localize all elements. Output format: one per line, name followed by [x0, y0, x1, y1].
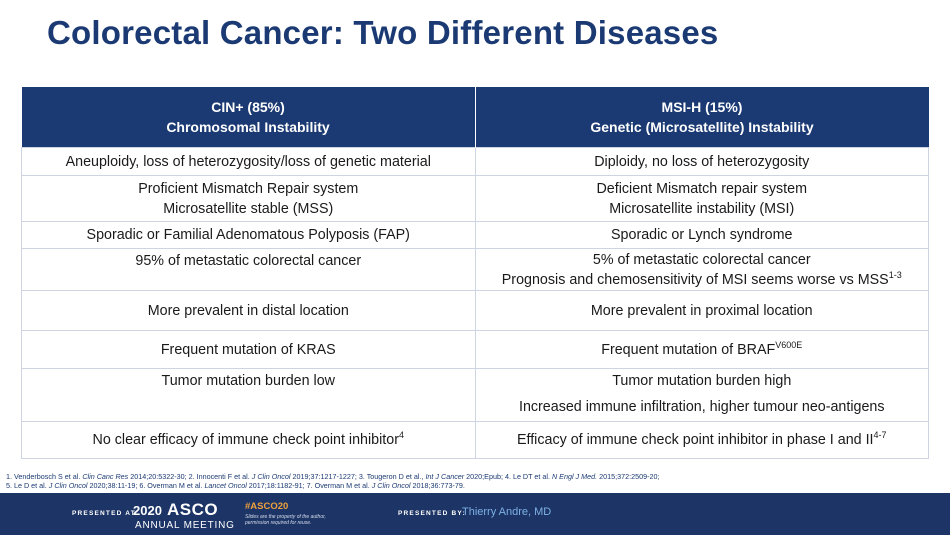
cell-cin: Aneuploidy, loss of heterozygosity/loss …	[21, 147, 476, 176]
cell-text: Increased immune infiltration, higher tu…	[518, 399, 885, 415]
ref-journal: J Clin Oncol	[251, 472, 291, 481]
cell-text: Microsatellite stable (MSS)	[163, 200, 334, 217]
header-msi-line2: Genetic (Microsatellite) Instability	[590, 119, 814, 135]
cell-text: Microsatellite instability (MSI)	[609, 200, 795, 217]
table-row: Aneuploidy, loss of heterozygosity/loss …	[21, 147, 929, 176]
ref-journal: Int J Cancer	[425, 472, 465, 481]
ref-text: 2015;372:2509-20;	[597, 472, 660, 481]
ref-journal: Clin Canc Res	[82, 472, 129, 481]
cell-cin: Proficient Mismatch Repair system Micros…	[21, 175, 476, 222]
cell-msi: Tumor mutation burden high Increased imm…	[474, 368, 929, 422]
cell-cin: More prevalent in distal location	[21, 290, 476, 331]
cell-cin: No clear efficacy of immune check point …	[21, 421, 476, 459]
ref-journal: N Engl J Med.	[551, 472, 598, 481]
ref-text: 2020;38:11-19; 6. Overman M et al.	[87, 481, 205, 490]
references: 1. Venderbosch S et al. Clin Canc Res 20…	[6, 472, 936, 490]
comparison-table: CIN+ (85%) Chromosomal Instability MSI-H…	[21, 87, 929, 459]
header-cin-line1: CIN+ (85%)	[211, 99, 285, 115]
ref-text: 5. Le D et al.	[6, 481, 49, 490]
cell-text-main: Prognosis and chemosensitivity of MSI se…	[501, 271, 889, 288]
cell-cin: Tumor mutation burden low	[21, 368, 476, 422]
table-row: 95% of metastatic colorectal cancer 5% o…	[21, 248, 929, 291]
cell-text: Prognosis and chemosensitivity of MSI se…	[480, 270, 925, 290]
citation-superscript: 4	[398, 430, 404, 441]
header-cin-line2: Chromosomal Instability	[166, 119, 330, 135]
cell-msi: Diploidy, no loss of heterozygosity	[474, 147, 929, 176]
ref-text: 2018;36:773-79.	[410, 481, 465, 490]
ref-text: 2017;18:1182-91; 7. Overman M et al.	[246, 481, 372, 490]
table-row: Proficient Mismatch Repair system Micros…	[21, 175, 929, 222]
references-line-2: 5. Le D et al. J Clin Oncol 2020;38:11-1…	[6, 481, 936, 490]
table-row: Frequent mutation of KRAS Frequent mutat…	[21, 330, 929, 369]
header-cin: CIN+ (85%) Chromosomal Instability	[21, 87, 475, 148]
ref-journal: J Clin Oncol	[371, 481, 411, 490]
header-msi: MSI-H (15%) Genetic (Microsatellite) Ins…	[474, 87, 929, 148]
cell-text: 5% of metastatic colorectal cancer	[592, 251, 811, 268]
cell-msi: Efficacy of immune check point inhibitor…	[474, 421, 929, 459]
hashtag: #ASCO20	[245, 501, 289, 512]
cell-text-main: No clear efficacy of immune check point …	[92, 432, 399, 448]
footer-bar: PRESENTED AT: 2020 ASCO ANNUAL MEETING #…	[0, 493, 950, 535]
ref-text: 2020;Epub; 4. Le DT et al.	[464, 472, 552, 481]
asco-brand: ASCO	[167, 500, 219, 519]
cell-cin: Sporadic or Familial Adenomatous Polypos…	[21, 221, 476, 249]
cell-text: Deficient Mismatch repair system	[596, 180, 808, 197]
citation-superscript: 1-3	[888, 269, 902, 280]
presented-at-label: PRESENTED AT:	[72, 510, 139, 517]
cell-msi: 5% of metastatic colorectal cancer Progn…	[474, 248, 929, 291]
cell-text: Tumor mutation burden high	[612, 373, 792, 389]
cell-msi: Deficient Mismatch repair system Microsa…	[474, 175, 929, 222]
cell-msi: Sporadic or Lynch syndrome	[474, 221, 929, 249]
ref-text: 1. Venderbosch S et al.	[6, 472, 83, 481]
cell-text-main: Efficacy of immune check point inhibitor…	[516, 432, 874, 448]
table-row: More prevalent in distal location More p…	[21, 290, 929, 331]
asco-meeting: ANNUAL MEETING	[135, 520, 235, 531]
mutation-superscript: V600E	[775, 339, 803, 350]
cell-cin: Frequent mutation of KRAS	[21, 330, 476, 369]
table-row: No clear efficacy of immune check point …	[21, 421, 929, 459]
table-row: Tumor mutation burden low Tumor mutation…	[21, 368, 929, 422]
presenter-name: Thierry Andre, MD	[462, 506, 552, 518]
cell-text: Proficient Mismatch Repair system	[138, 180, 359, 197]
table-header-row: CIN+ (85%) Chromosomal Instability MSI-H…	[21, 87, 929, 148]
ref-text: 2019;37:1217-1227; 3. Tougeron D et al.,	[290, 472, 426, 481]
ref-text: 2014;20:5322-30; 2. Innocenti F et al.	[128, 472, 252, 481]
presented-by-label: PRESENTED BY:	[398, 510, 466, 517]
cell-msi: More prevalent in proximal location	[474, 290, 929, 331]
citation-superscript: 4-7	[873, 430, 887, 441]
references-line-1: 1. Venderbosch S et al. Clin Canc Res 20…	[6, 472, 936, 481]
disclaimer: Slides are the property of the author, p…	[245, 514, 326, 526]
table-row: Sporadic or Familial Adenomatous Polypos…	[21, 221, 929, 249]
slide-title: Colorectal Cancer: Two Different Disease…	[47, 14, 719, 51]
ref-journal: Lancet Oncol	[204, 481, 247, 490]
asco-year: 2020	[133, 503, 162, 518]
cell-text-main: Frequent mutation of BRAF	[601, 341, 776, 358]
cell-msi: Frequent mutation of BRAFV600E	[474, 330, 929, 369]
header-msi-line1: MSI-H (15%)	[661, 99, 743, 115]
ref-journal: J Clin Oncol	[48, 481, 88, 490]
cell-cin: 95% of metastatic colorectal cancer	[21, 248, 476, 291]
